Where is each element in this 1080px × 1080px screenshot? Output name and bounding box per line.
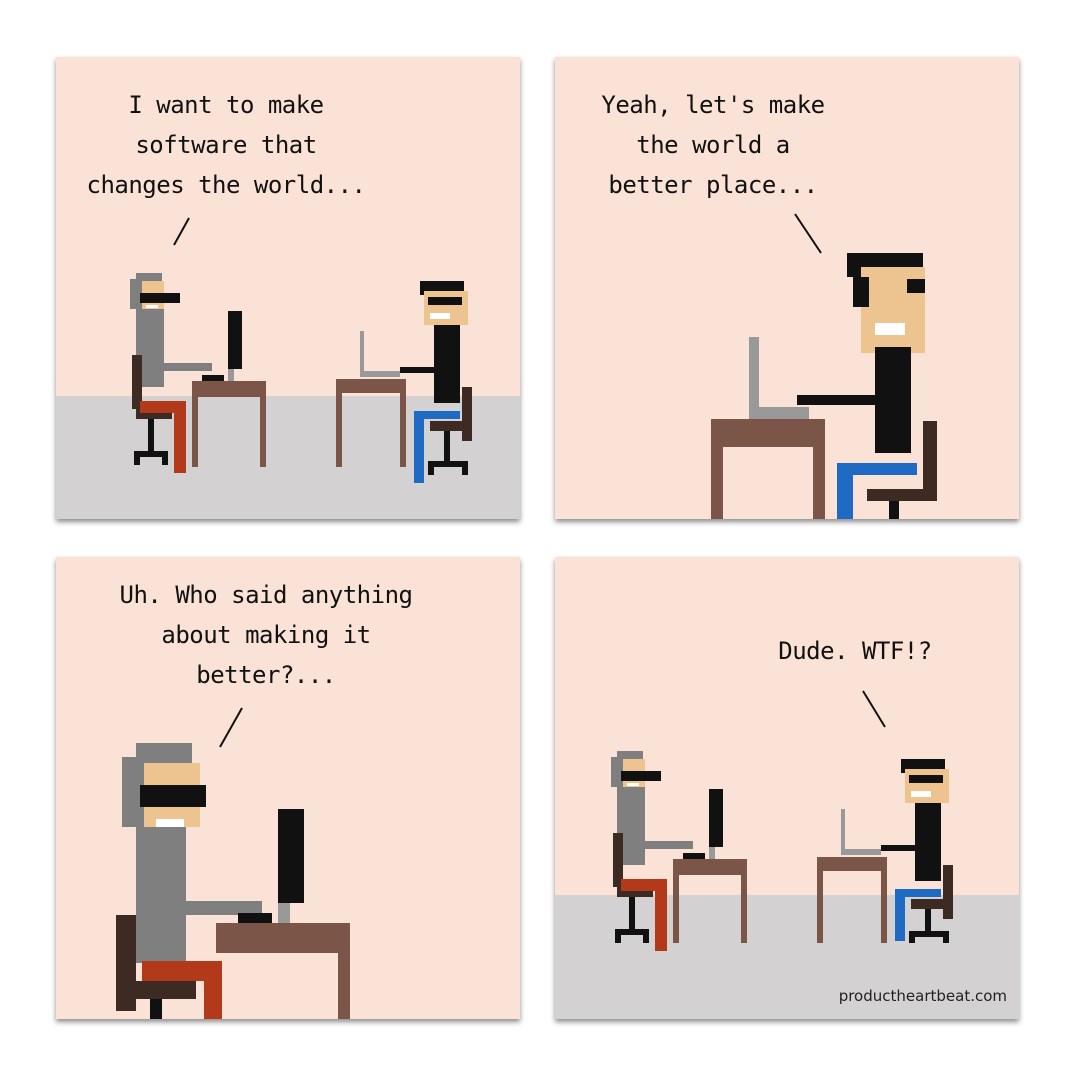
comic-panel-4: Dude. WTF!? <box>555 557 1019 1019</box>
desk <box>711 419 825 519</box>
desk <box>673 859 747 943</box>
speech-pointer <box>862 690 886 728</box>
office-scene <box>611 690 953 951</box>
comic-panel-2: Yeah, let's make the world a better plac… <box>555 57 1019 519</box>
desk <box>336 379 406 467</box>
desktop-monitor <box>278 809 304 923</box>
gray-haired-man <box>611 751 705 951</box>
desktop-monitor <box>709 789 723 859</box>
laptop <box>749 337 809 419</box>
speech-text: Uh. Who said anything about making it be… <box>119 581 413 689</box>
desk <box>192 381 266 467</box>
speech-pointer <box>794 213 822 254</box>
dark-haired-man <box>881 759 953 943</box>
dark-haired-man <box>400 281 472 483</box>
laptop <box>360 331 400 377</box>
desktop-monitor <box>228 311 242 381</box>
office-scene <box>116 707 350 1019</box>
desk <box>817 857 887 943</box>
speech-pointer <box>173 217 190 246</box>
dark-haired-man <box>797 253 937 519</box>
comic-panel-3: Uh. Who said anything about making it be… <box>56 557 520 1019</box>
gray-haired-man <box>116 743 272 1019</box>
speech-text: Yeah, let's make the world a better plac… <box>601 91 825 199</box>
office-scene <box>711 213 937 519</box>
laptop <box>841 809 881 855</box>
site-watermark: productheartbeat.com <box>838 987 1007 1005</box>
desk <box>216 923 350 1019</box>
comic-panel-1: I want to make software that changes the… <box>56 57 520 519</box>
speech-text: Dude. WTF!? <box>778 637 932 665</box>
speech-text: I want to make software that changes the… <box>86 91 366 199</box>
office-scene <box>130 217 472 483</box>
speech-pointer <box>219 707 243 748</box>
gray-haired-man <box>130 273 224 473</box>
